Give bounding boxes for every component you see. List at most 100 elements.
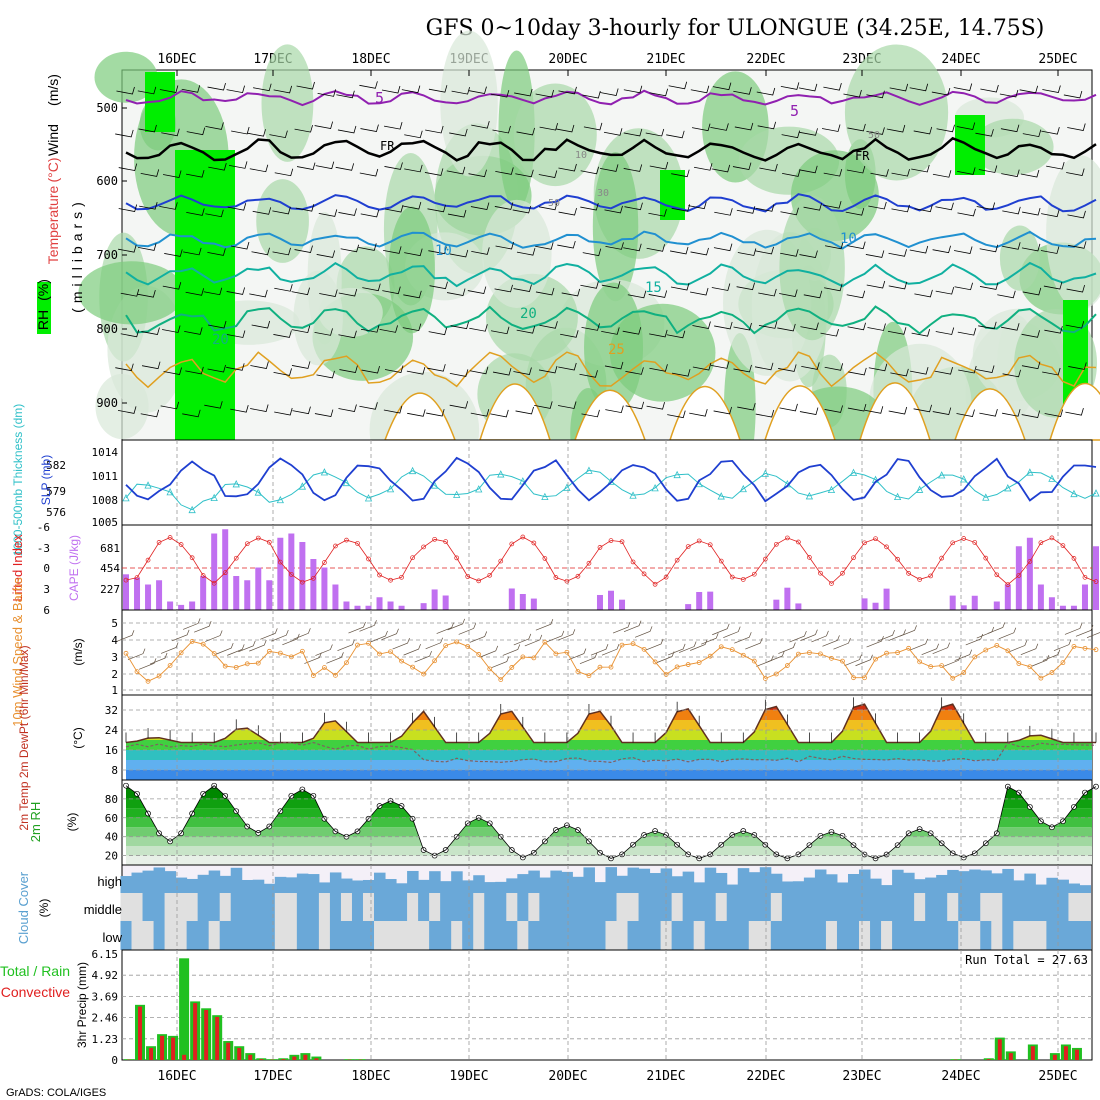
- wind-barb: [226, 287, 246, 295]
- cape-bar: [508, 588, 515, 610]
- cloud-middle-bar: [1057, 893, 1069, 921]
- wind-barb: [755, 409, 775, 418]
- wind-speed-marker: [344, 660, 349, 666]
- contour-label-15: 15: [645, 280, 662, 296]
- wind-barb: [164, 249, 183, 257]
- wind-barb-10m: [293, 628, 311, 640]
- precip-conv-bar: [182, 1054, 187, 1060]
- slp-panel: 1014 1011 1008 1005 582 579 576 1000-500mb Thi…: [11, 404, 1100, 556]
- wind-barb-10m: [1053, 639, 1072, 651]
- wind-barb: [714, 321, 733, 330]
- wind-barb: [185, 170, 205, 178]
- y-tick-label: 60: [105, 812, 118, 825]
- wind-barb: [582, 90, 601, 99]
- wind-barb: [538, 365, 558, 374]
- wind-barb: [335, 163, 355, 171]
- wind-barb-10m: [932, 642, 951, 654]
- wind-barb: [252, 207, 272, 215]
- cloud-low-bar: [1035, 921, 1047, 950]
- precip-plot: 6.15 4.92 3.69 2.46 1.23 0: [92, 948, 1092, 1067]
- cloud-high-bar: [396, 883, 408, 893]
- wind-speed-marker: [972, 654, 978, 660]
- cloud-low-bar: [307, 921, 320, 950]
- wind-speed-marker: [707, 653, 713, 659]
- slp-line: [125, 456, 1097, 503]
- wind-barb: [956, 122, 976, 130]
- cloud-high-bar: [936, 874, 948, 893]
- wind-barb: [712, 82, 732, 91]
- wind-speed-marker: [1049, 670, 1055, 675]
- wind-barb: [339, 365, 358, 374]
- cloud-middle-bar: [715, 893, 728, 921]
- cape-bar: [156, 580, 163, 610]
- cloud-middle-bar: [362, 893, 375, 921]
- pressure-tick-label: 600: [96, 174, 118, 188]
- wind-barb: [1044, 326, 1063, 334]
- wind-barb: [382, 286, 401, 295]
- wind-barb: [732, 162, 752, 171]
- li-marker: [266, 539, 272, 545]
- wind-barb: [230, 404, 249, 413]
- cloud-middle-bar: [462, 893, 474, 921]
- wind-barb: [428, 85, 448, 93]
- wind-unit: (m/s): [45, 74, 61, 106]
- li-marker: [1082, 574, 1088, 580]
- wind-barb: [273, 368, 292, 376]
- y-tick-label: 0: [111, 1054, 118, 1067]
- li-marker: [200, 573, 206, 578]
- li-marker: [288, 572, 294, 577]
- li-marker: [906, 571, 911, 576]
- cape-bar: [200, 576, 207, 610]
- li-marker: [410, 555, 415, 561]
- cloud-high-bar: [241, 879, 254, 893]
- wind-barb: [581, 323, 600, 331]
- wind-barb: [911, 164, 930, 173]
- cloud-high-bar: [892, 869, 904, 893]
- cloud-high-bar: [495, 881, 507, 893]
- wind-barb: [231, 126, 250, 135]
- wind-barb: [866, 280, 886, 289]
- wind-barb: [803, 290, 823, 299]
- wind-barb: [737, 402, 756, 411]
- wind-barb: [558, 362, 577, 371]
- cloud-middle-bar: [197, 893, 210, 921]
- temp-band: [126, 730, 1092, 740]
- wind-barb: [711, 164, 731, 173]
- thickness-marker: [408, 466, 417, 475]
- cloud-middle-bar: [131, 893, 144, 921]
- wind-speed-marker: [663, 672, 669, 677]
- cloud-high-bar: [958, 871, 970, 893]
- wind-barb: [1041, 209, 1060, 218]
- wind-barb: [315, 161, 335, 170]
- wind-barb: [359, 168, 379, 177]
- wind-barb-10m: [1009, 640, 1028, 652]
- cape-bar: [608, 590, 614, 610]
- wind-barb: [319, 289, 338, 297]
- wind-barb: [428, 246, 447, 255]
- wind-speed-marker: [873, 656, 878, 662]
- wind-speed-marker: [322, 665, 327, 670]
- wind-barb: [624, 202, 643, 211]
- precip-total-bar: [344, 1059, 355, 1060]
- wind-barb: [888, 281, 908, 290]
- wind-barb: [888, 249, 907, 257]
- cloud-middle-bar: [451, 893, 463, 921]
- wind-barb: [358, 243, 377, 251]
- cape-bar: [773, 599, 780, 610]
- li-marker: [520, 534, 526, 540]
- wind-barb: [467, 286, 487, 295]
- wind-barb: [538, 202, 558, 211]
- wind-barb: [623, 128, 643, 137]
- wind-barb: [379, 325, 398, 333]
- rh-shade-blob: [261, 44, 314, 162]
- cloud-middle-label: middle: [84, 902, 122, 917]
- wind-barb-10m: [1020, 643, 1039, 656]
- wind-barb-10m: [304, 652, 322, 664]
- wind-barb: [755, 204, 775, 212]
- cloud-middle-bar: [693, 893, 706, 921]
- cloud-low-bar: [186, 921, 199, 950]
- wind-barb: [560, 330, 579, 338]
- wind10m-unit: (m/s): [71, 638, 85, 665]
- wind-barb: [251, 247, 270, 256]
- wind-barb: [692, 362, 712, 371]
